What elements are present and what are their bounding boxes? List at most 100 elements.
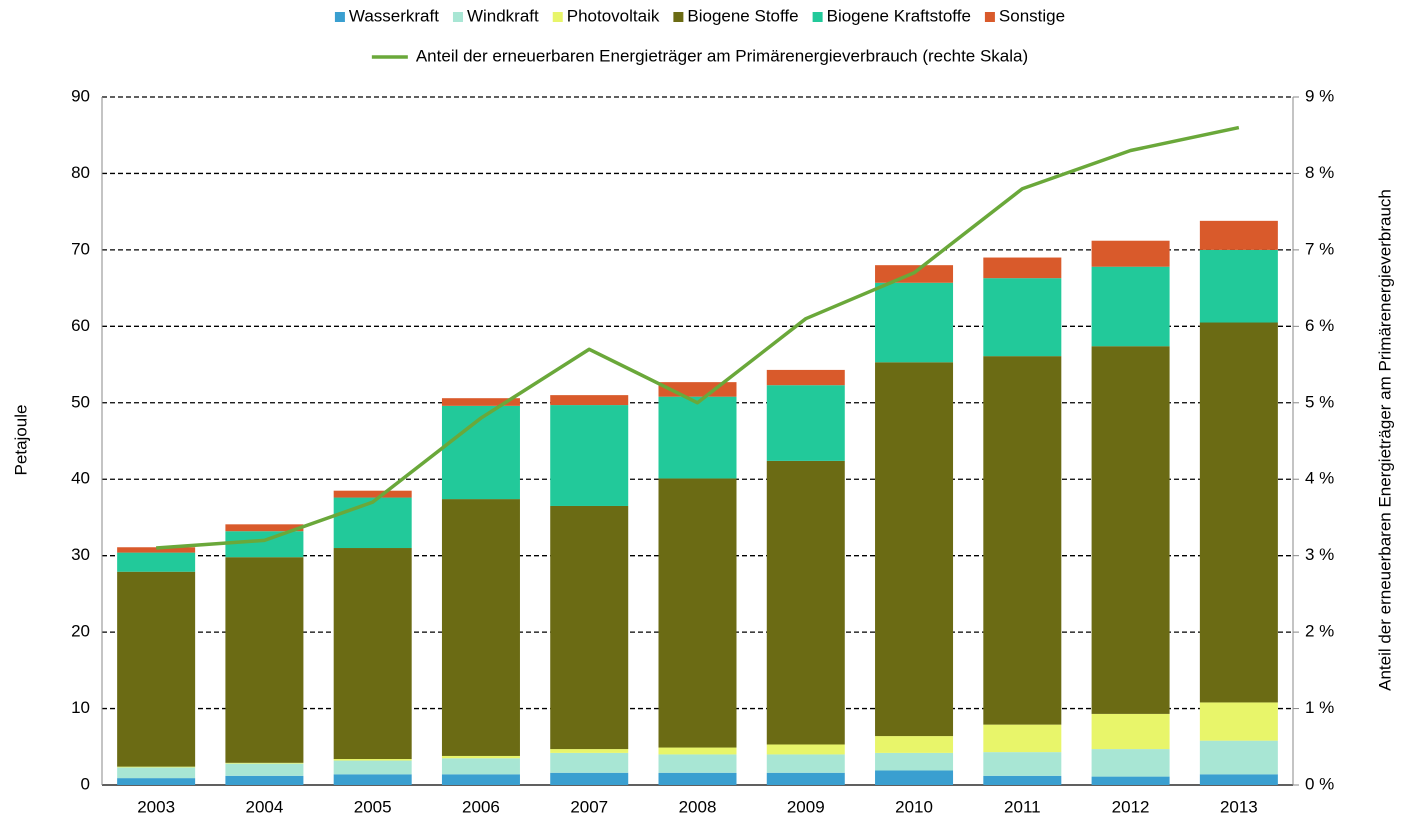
y-tick-label: 40	[71, 469, 90, 488]
bar-segment	[550, 405, 629, 506]
bar-segment	[550, 772, 629, 785]
bar-segment	[875, 362, 954, 737]
x-tick-label: 2007	[570, 797, 608, 816]
bar-segment	[117, 766, 196, 768]
bar-segment	[117, 767, 196, 779]
y2-tick-label: 9 %	[1305, 86, 1334, 105]
bar-segment	[333, 759, 412, 761]
bar-segment	[658, 747, 737, 755]
bar-segment	[766, 385, 845, 461]
legend-swatch	[552, 12, 563, 22]
bar-segment	[441, 755, 520, 759]
bar-segment	[333, 548, 412, 760]
x-tick-label: 2012	[1112, 797, 1150, 816]
bar-segment	[333, 760, 412, 775]
legend-label: Biogene Kraftstoffe	[827, 6, 971, 25]
y-tick-label: 50	[71, 392, 90, 411]
bar-segment	[441, 405, 520, 500]
bar-segment	[1199, 774, 1278, 785]
legend-swatch	[452, 12, 463, 22]
x-tick-label: 2009	[787, 797, 825, 816]
legend-label: Anteil der erneuerbaren Energieträger am…	[416, 46, 1028, 65]
y-tick-label: 30	[71, 545, 90, 564]
bar-segment	[875, 282, 954, 363]
y2-tick-label: 5 %	[1305, 392, 1334, 411]
bar-segment	[225, 531, 304, 558]
legend-label: Sonstige	[999, 6, 1065, 25]
bar-segment	[983, 724, 1062, 753]
y2-tick-label: 3 %	[1305, 545, 1334, 564]
bar-segment	[766, 744, 845, 755]
bar-segment	[333, 774, 412, 785]
bar-segment	[1091, 749, 1170, 777]
bar-segment	[658, 772, 737, 785]
y2-tick-label: 0 %	[1305, 774, 1334, 793]
bar-segment	[1091, 346, 1170, 714]
bar-segment	[1199, 249, 1278, 323]
bar-segment	[550, 752, 629, 773]
y-tick-label: 90	[71, 86, 90, 105]
bar-segment	[333, 497, 412, 549]
y2-tick-label: 4 %	[1305, 469, 1334, 488]
bar-segment	[117, 571, 196, 767]
bar-segment	[766, 460, 845, 745]
line-series	[156, 125, 1240, 550]
legend-label: Wasserkraft	[349, 6, 439, 25]
x-tick-label: 2010	[895, 797, 933, 816]
y2-tick-label: 2 %	[1305, 622, 1334, 641]
y-tick-label: 0	[81, 774, 90, 793]
bar-segment	[1199, 702, 1278, 741]
bar-segment	[875, 736, 954, 753]
bar-segment	[766, 369, 845, 386]
legend-swatch	[334, 12, 345, 22]
x-tick-label: 2004	[245, 797, 283, 816]
bar-segment	[1199, 322, 1278, 703]
bar-segment	[225, 524, 304, 532]
bar-segment	[550, 749, 629, 753]
bar-segment	[875, 770, 954, 785]
bar-segment	[983, 257, 1062, 279]
bar-segment	[875, 752, 954, 771]
bar-segment	[658, 396, 737, 479]
x-tick-label: 2013	[1220, 797, 1258, 816]
x-tick-label: 2003	[137, 797, 175, 816]
bar-segment	[1199, 220, 1278, 250]
bar-segment	[225, 557, 304, 763]
bar-segment	[1091, 776, 1170, 785]
bar-segment	[983, 278, 1062, 357]
y-tick-label: 20	[71, 622, 90, 641]
legend-swatch	[984, 12, 995, 22]
y2-tick-label: 1 %	[1305, 698, 1334, 717]
y-tick-label: 10	[71, 698, 90, 717]
bar-segment	[1199, 740, 1278, 775]
legend-label: Photovoltaik	[567, 6, 660, 25]
bar-segment	[441, 499, 520, 756]
bar-segment	[117, 547, 196, 553]
bar-segment	[983, 356, 1062, 725]
bar-segment	[550, 505, 629, 750]
bar-segment	[117, 552, 196, 572]
y-tick-label: 80	[71, 163, 90, 182]
bar-segment	[983, 775, 1062, 785]
y-axis-label: Petajoule	[11, 405, 30, 476]
legend-label: Windkraft	[467, 6, 539, 25]
x-tick-label: 2006	[462, 797, 500, 816]
y2-tick-label: 8 %	[1305, 163, 1334, 182]
bar-segment	[550, 395, 629, 406]
y-tick-label: 60	[71, 316, 90, 335]
bar-segment	[333, 490, 412, 498]
bar-segment	[225, 775, 304, 785]
x-tick-label: 2005	[354, 797, 392, 816]
legend-label: Biogene Stoffe	[687, 6, 798, 25]
bar-segment	[117, 778, 196, 785]
bar-segment	[1091, 240, 1170, 267]
y2-tick-label: 7 %	[1305, 239, 1334, 258]
bar-segment	[441, 398, 520, 406]
y-tick-label: 70	[71, 239, 90, 258]
bar-segment	[983, 752, 1062, 776]
y2-axis-label: Anteil der erneuerbaren Energieträger am…	[1375, 189, 1394, 691]
x-tick-label: 2008	[679, 797, 717, 816]
bar-segment	[1091, 713, 1170, 750]
bar-segment	[658, 754, 737, 773]
